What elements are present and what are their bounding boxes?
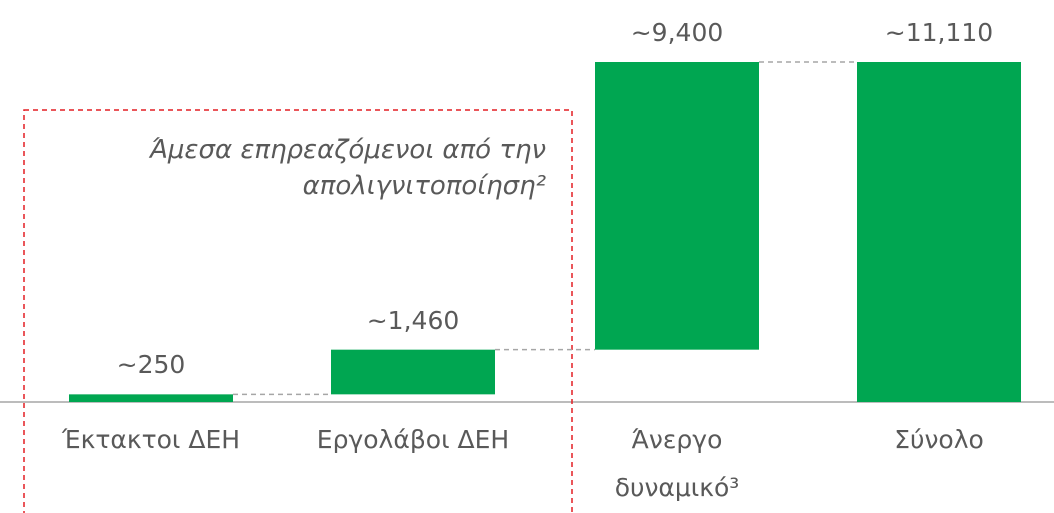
value-label: ~9,400 [630, 18, 724, 47]
value-label: ~1,460 [366, 305, 460, 335]
bar [595, 62, 759, 350]
x-tick-label: Εργολάβοι ΔΕΗ [316, 425, 510, 454]
x-tick-label: Άνεργο δυναμικό³ [614, 425, 740, 502]
value-label: ~11,110 [884, 18, 994, 47]
x-tick-label: Έκτακτοι ΔΕΗ [61, 425, 241, 454]
bar [331, 349, 495, 395]
bar [857, 62, 1021, 402]
value-label: ~250 [116, 350, 186, 380]
x-tick-label: Σύνολο [894, 425, 984, 454]
highlight-box [23, 109, 573, 513]
annotation: Άμεσα επηρεαζόμενοι από την απολιγνιτοπο… [150, 135, 546, 201]
bar [69, 394, 233, 402]
